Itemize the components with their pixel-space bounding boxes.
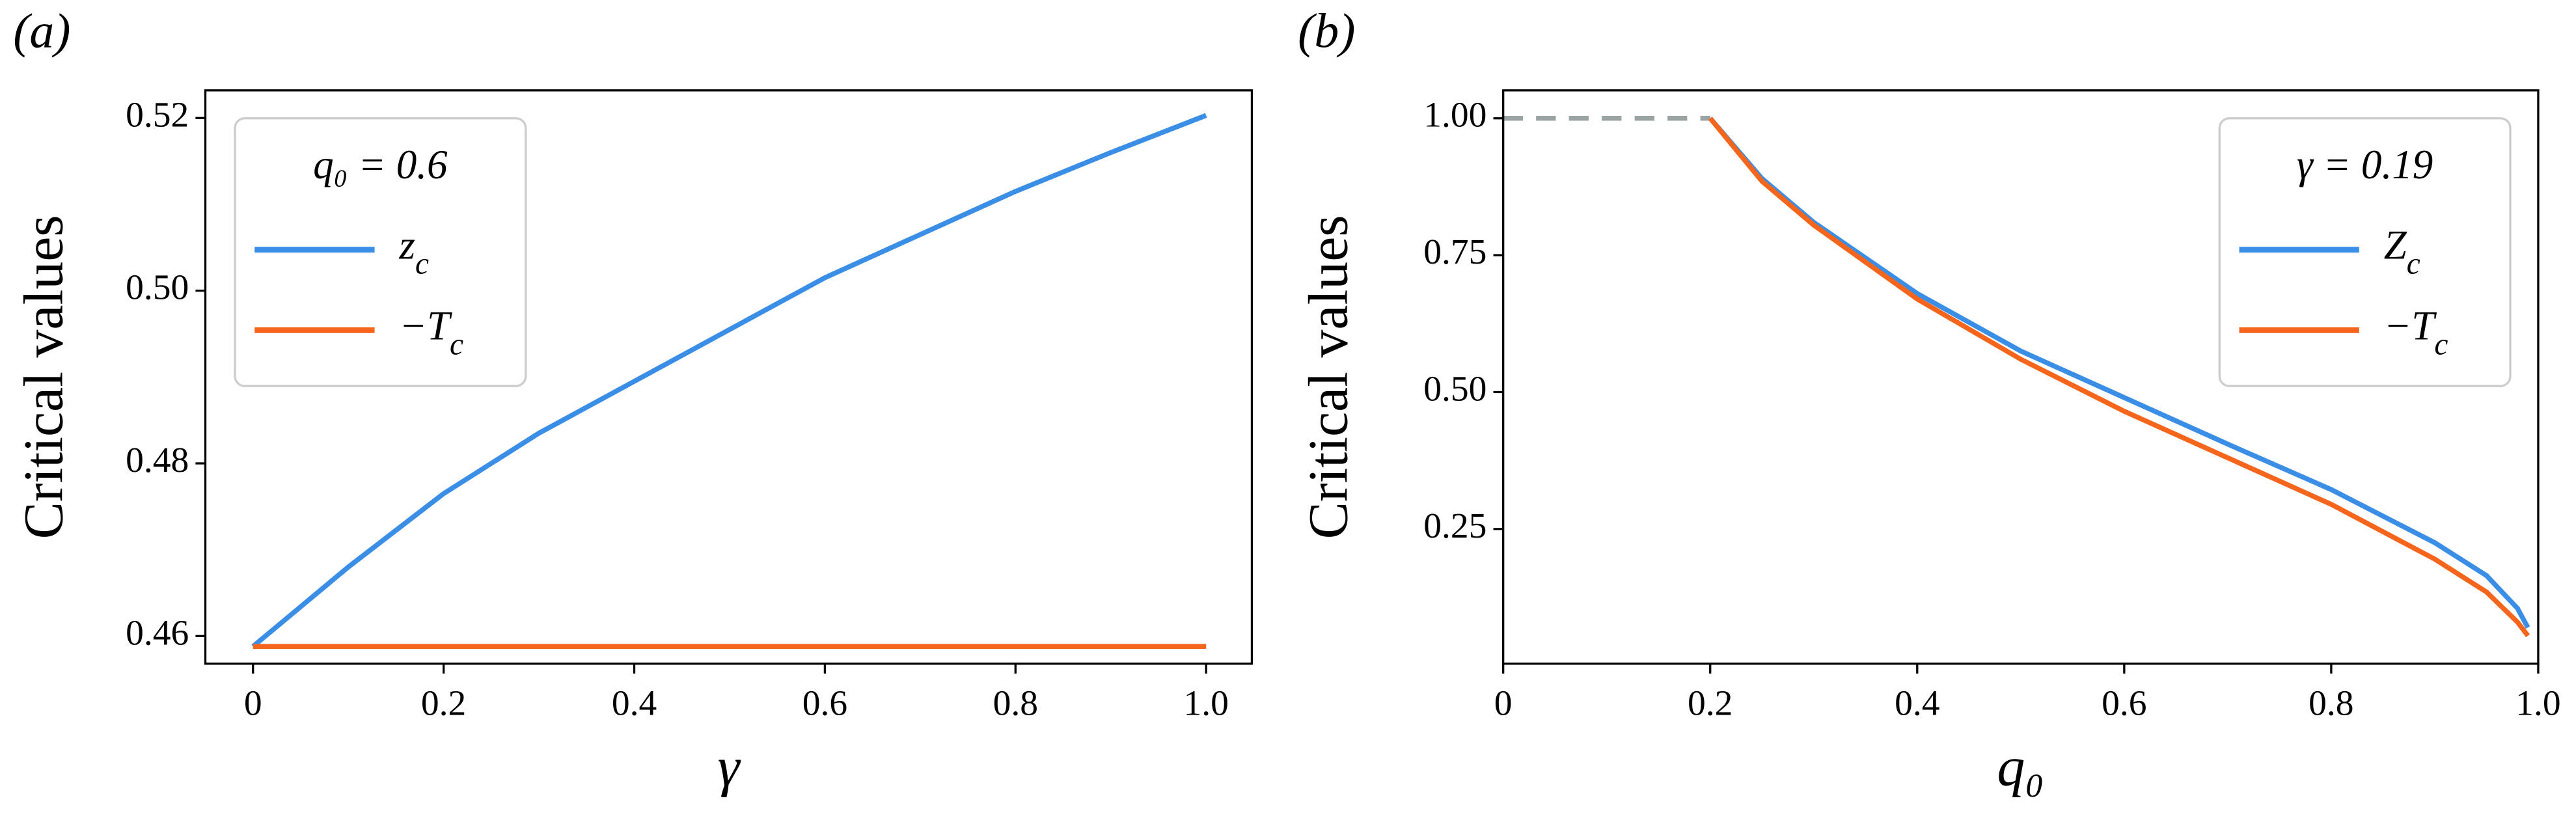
y-tick-label: 0.46 bbox=[126, 613, 189, 653]
x-tick-label: 0.2 bbox=[421, 683, 466, 723]
x-tick-label: 0.8 bbox=[993, 683, 1038, 723]
y-tick-label: 0.52 bbox=[126, 95, 189, 135]
y-tick-label: 1.00 bbox=[1423, 95, 1487, 135]
series-line bbox=[1708, 116, 2530, 638]
panel-label: (b) bbox=[1298, 5, 1355, 59]
y-tick-label: 0.50 bbox=[1423, 369, 1487, 409]
x-tick-label: 0.4 bbox=[1895, 683, 1939, 723]
x-axis-label: γ bbox=[718, 735, 741, 797]
y-tick-label: 0.50 bbox=[126, 267, 189, 307]
axes-frame bbox=[204, 89, 1254, 665]
legend-title: q₀ = 0.6 bbox=[313, 142, 448, 187]
x-tick-label: 0.4 bbox=[612, 683, 657, 723]
legend-label: Zc bbox=[2384, 223, 2420, 281]
x-axis-label: q₀ bbox=[1997, 735, 2044, 797]
legend-title: γ = 0.19 bbox=[2297, 142, 2433, 187]
legend-label: −Tc bbox=[2384, 303, 2448, 361]
legend-box bbox=[234, 117, 527, 387]
x-tick-label: 0.2 bbox=[1688, 683, 1733, 723]
panel-label: (a) bbox=[13, 5, 70, 59]
y-tick-label: 0.25 bbox=[1423, 506, 1487, 546]
x-tick-label: 0 bbox=[244, 683, 262, 723]
axes-frame bbox=[1502, 89, 2540, 665]
x-tick-label: 0.6 bbox=[2102, 683, 2146, 723]
y-axis-label: Critical values bbox=[1297, 215, 1359, 539]
x-tick-label: 0.6 bbox=[802, 683, 847, 723]
legend-label: zc bbox=[398, 223, 429, 281]
legend-box bbox=[2218, 117, 2512, 387]
x-tick-label: 1.0 bbox=[2515, 683, 2560, 723]
x-tick-label: 0.8 bbox=[2309, 683, 2353, 723]
y-tick-label: 0.75 bbox=[1423, 232, 1487, 272]
series-line bbox=[251, 113, 1207, 649]
x-tick-label: 0 bbox=[1494, 683, 1513, 723]
x-tick-label: 1.0 bbox=[1183, 683, 1228, 723]
y-axis-label: Critical values bbox=[12, 215, 74, 539]
y-tick-label: 0.48 bbox=[126, 441, 189, 480]
legend-label: −Tc bbox=[399, 303, 463, 361]
